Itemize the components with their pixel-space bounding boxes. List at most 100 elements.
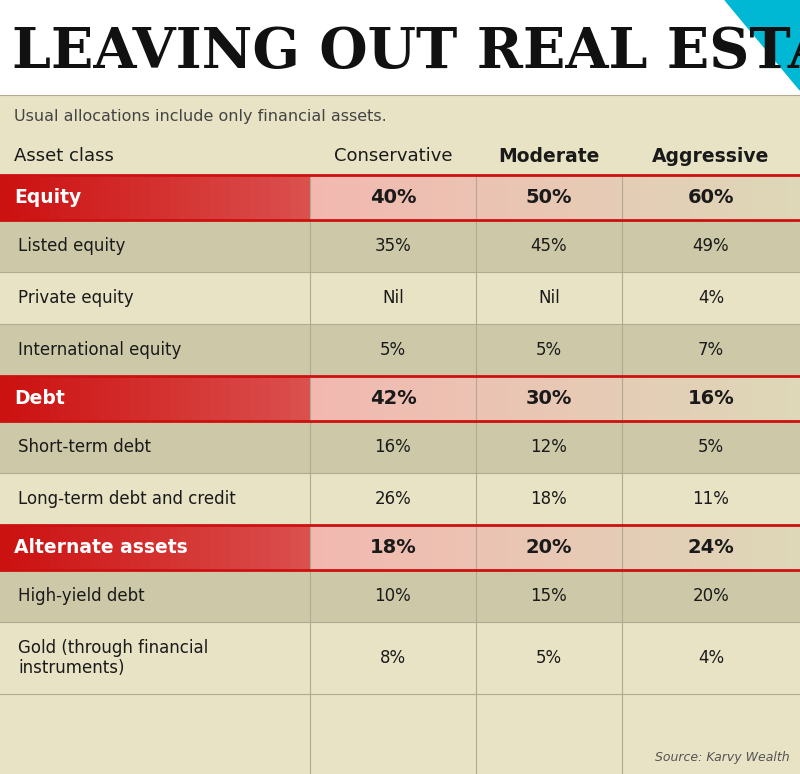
Bar [430,525,441,570]
Bar [210,525,221,570]
Bar [190,376,201,421]
Bar [390,175,401,220]
Text: 5%: 5% [698,438,724,456]
Bar [346,175,360,220]
Bar [700,376,711,421]
Bar [604,525,618,570]
Bar [670,175,681,220]
Bar [350,525,361,570]
Bar [170,525,181,570]
Bar [250,376,261,421]
Bar [629,376,642,421]
Bar [260,525,271,570]
Bar [390,525,401,570]
Text: 24%: 24% [688,538,734,557]
Bar [383,376,397,421]
Bar [702,175,715,220]
Bar [780,175,791,220]
Bar [710,525,721,570]
Bar [629,175,642,220]
Bar [310,376,321,421]
Bar [641,376,654,421]
Text: 4%: 4% [698,649,724,667]
Bar [490,525,501,570]
Bar [470,376,482,421]
Bar [788,376,800,421]
Bar [380,175,391,220]
Bar [190,525,201,570]
Bar [220,525,231,570]
Bar [540,175,551,220]
Bar [160,376,171,421]
Bar [780,525,791,570]
Bar [340,175,351,220]
Bar [630,525,641,570]
Bar [650,175,661,220]
Bar [310,175,323,220]
Bar [494,525,507,570]
Bar [482,525,494,570]
Bar [678,525,690,570]
Bar [555,376,568,421]
Bar [678,175,690,220]
Bar [570,376,581,421]
Bar [383,525,397,570]
Bar [690,525,703,570]
Bar [740,376,751,421]
Bar [240,175,251,220]
Text: Usual allocations include only financial assets.: Usual allocations include only financial… [14,108,386,124]
Bar [714,525,727,570]
Bar [641,525,654,570]
Bar [680,525,691,570]
Bar [750,175,761,220]
Bar [700,175,711,220]
Bar [210,376,221,421]
Bar [640,376,651,421]
Bar [580,376,591,421]
Bar [30,175,41,220]
Bar [200,376,211,421]
Bar [690,376,703,421]
Bar [470,175,482,220]
Bar [592,175,605,220]
Bar [641,175,654,220]
Bar [740,175,751,220]
Bar [530,376,541,421]
Text: Listed equity: Listed equity [18,237,126,255]
Bar [518,376,531,421]
Bar [530,525,544,570]
Bar [440,376,451,421]
Bar [390,376,401,421]
Bar [650,376,661,421]
Text: Conservative: Conservative [334,147,452,165]
Bar [510,376,521,421]
Bar [666,175,678,220]
Bar [660,376,671,421]
Bar [20,175,31,220]
Bar [600,376,611,421]
Bar [440,525,451,570]
Bar [360,525,371,570]
Text: 15%: 15% [530,587,567,605]
Bar [280,525,291,570]
Bar [760,376,771,421]
Bar [630,376,641,421]
Bar [720,525,731,570]
Bar [510,525,521,570]
Bar [678,376,690,421]
Bar [20,376,31,421]
Bar [90,376,101,421]
Bar [346,525,360,570]
Bar [330,175,341,220]
Text: 26%: 26% [374,490,411,508]
Bar [230,376,241,421]
Bar [600,175,611,220]
Bar [120,525,131,570]
Text: Asset class: Asset class [14,147,114,165]
Bar [760,525,771,570]
Bar [210,175,221,220]
Bar [629,525,642,570]
Bar [751,175,764,220]
Bar [550,175,561,220]
Bar [0,220,800,272]
